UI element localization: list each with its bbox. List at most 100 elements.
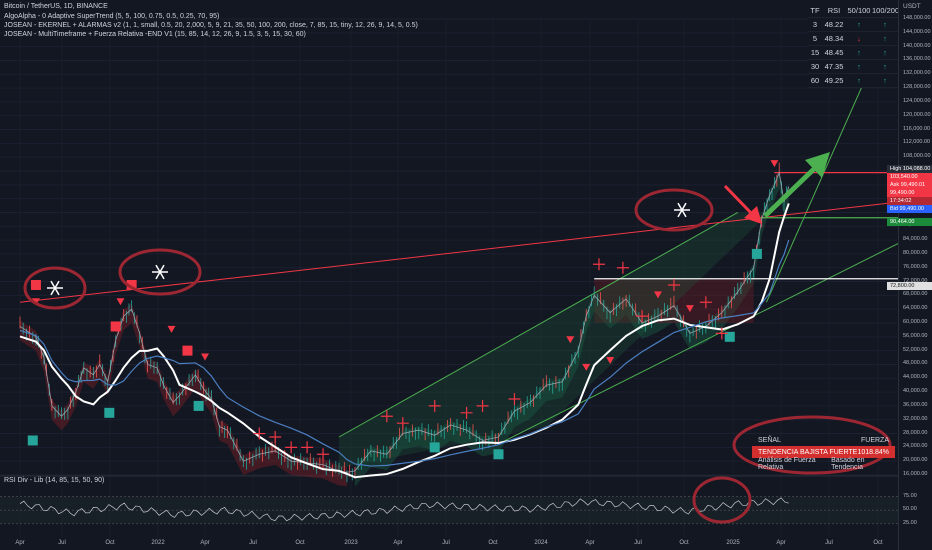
price-tick: 20,000.00 — [903, 457, 928, 464]
currency-label: USDT — [903, 3, 921, 10]
x-tick: Apr — [393, 540, 403, 546]
cross-marker — [253, 427, 266, 440]
buy-box — [751, 248, 762, 259]
rsi-indicator-label[interactable]: RSI Div - Lib (14, 85, 15, 50, 90) — [4, 477, 105, 484]
sell-marker — [201, 353, 210, 361]
indicator-2[interactable]: JOSEAN - EKERNEL + ALARMAS v2 (1, 1, sma… — [4, 22, 418, 29]
price-axis[interactable]: USDT 148,000.00 144,000.00 140,000.00 136,0… — [898, 0, 932, 550]
sell-marker — [770, 160, 779, 168]
buy-box — [429, 442, 440, 453]
rsi-table-header: TF RSI 50/100 100/200 — [808, 4, 900, 18]
tf: 3 — [812, 20, 818, 29]
cross-marker — [428, 399, 441, 412]
sell-box — [126, 280, 137, 290]
x-tick: Jul — [825, 540, 833, 546]
sell-marker — [654, 291, 662, 299]
th-100-200: 100/200 — [872, 6, 900, 15]
snowflake-icon — [152, 264, 168, 280]
cross-marker — [636, 310, 649, 323]
price-tick: 120,000.00 — [903, 111, 931, 118]
sell-marker — [685, 305, 694, 313]
symbol-title: Bitcoin / TetherUS, 1D, BINANCE — [4, 3, 108, 10]
buy-box — [193, 400, 204, 411]
rsi-pane — [0, 496, 898, 525]
x-tick: Jul — [442, 540, 450, 546]
x-tick: Oct — [873, 540, 883, 546]
price-series — [19, 171, 790, 473]
price-chart — [0, 4, 898, 538]
price-tick: 24,000.00 — [903, 443, 928, 450]
rsi-tick: 25.00 — [903, 519, 917, 526]
trend-100-200: ↑ — [883, 20, 887, 29]
ask-tag: Ask 99,490.01 — [887, 181, 932, 189]
indicator-1[interactable]: AlgoAlpha - 0 Adaptive SuperTrend (5, 5,… — [4, 13, 220, 20]
bid-label: Bid — [890, 206, 898, 212]
rsi-table-row: 3 48.22 ↑ ↑ — [808, 18, 898, 32]
arrow-down-red — [723, 184, 754, 216]
trend-100-200: ↑ — [883, 34, 887, 43]
price-tick: 124,000.00 — [903, 97, 931, 104]
snowflake-arm — [155, 264, 165, 280]
trend-50-100: ↑ — [857, 48, 861, 57]
sell-marker — [566, 336, 575, 344]
indicator-3[interactable]: JOSEAN - MultiTimeframe + Fuerza Relativ… — [4, 31, 306, 38]
signal-strength: 1018.84% — [857, 448, 889, 456]
x-tick: Apr — [585, 540, 595, 546]
channel-fill — [339, 212, 770, 469]
signal-head-right: FUERZA — [861, 436, 889, 444]
series-lines — [19, 171, 790, 479]
cross-marker — [592, 258, 605, 271]
x-tick: 2022 — [151, 540, 165, 546]
th-tf: TF — [810, 6, 820, 15]
price-tick: 108,000.00 — [903, 153, 931, 160]
cross-marker — [285, 441, 298, 454]
cross-marker — [460, 406, 473, 419]
grid — [0, 18, 898, 538]
cross-marker — [508, 393, 521, 405]
buy-box — [104, 407, 115, 418]
price-tick: 136,000.00 — [903, 56, 931, 63]
price-tick: 148,000.00 — [903, 15, 931, 21]
trend-50-100: ↑ — [857, 62, 861, 71]
price-tick: 40,000.00 — [903, 388, 928, 395]
annotation-circle — [634, 188, 714, 232]
x-tick: Apr — [776, 540, 786, 546]
signal-header: SEÑAL FUERZA — [752, 434, 895, 446]
trend-50-100: ↓ — [857, 34, 861, 43]
price-tick: 84,000.00 — [903, 236, 928, 243]
buy-box — [724, 331, 735, 342]
signal-row-trend: TENDENCIA BAJISTA FUERTE 1018.84% — [752, 446, 895, 458]
price-tick: 44,000.00 — [903, 374, 928, 381]
trend-100-200: ↑ — [883, 48, 887, 57]
rsi-value: 48.34 — [824, 34, 844, 43]
price-tick: 60,000.00 — [903, 319, 928, 325]
supertrend-zone-bear — [20, 303, 347, 487]
cross-marker — [317, 448, 330, 461]
channel-upper — [338, 212, 738, 438]
cross-marker — [715, 327, 728, 340]
arrow-head-red — [744, 206, 762, 224]
level-tag-3: 72,800.00 — [887, 282, 932, 290]
ma-blue — [19, 239, 790, 467]
rsi-value: 48.45 — [824, 48, 844, 57]
cross-marker — [616, 261, 629, 274]
rsi-table-row: 60 49.25 ↑ ↑ — [808, 74, 898, 88]
price-tick: 32,000.00 — [903, 415, 928, 422]
price-tick: 52,000.00 — [903, 346, 928, 353]
price-tick: 116,000.00 — [903, 125, 931, 132]
price-tick: 80,000.00 — [903, 249, 928, 256]
price-tick: 56,000.00 — [903, 332, 928, 339]
high-value: 104,088.00 — [902, 166, 931, 172]
sell-box — [110, 321, 121, 332]
rsi-table-row: 15 48.45 ↑ ↑ — [808, 46, 898, 60]
signal-basis: Basado en Tendencia — [831, 457, 865, 471]
x-tick: 2025 — [726, 540, 740, 546]
tf: 60 — [810, 76, 820, 85]
snowflake-arm — [677, 202, 687, 218]
rsi-tick: 50.00 — [903, 506, 917, 513]
annotation-circle — [118, 248, 202, 296]
x-tick: Oct — [105, 540, 115, 546]
channel-lower — [498, 243, 898, 445]
rsi-table-row: 30 47.35 ↑ ↑ — [808, 60, 898, 74]
